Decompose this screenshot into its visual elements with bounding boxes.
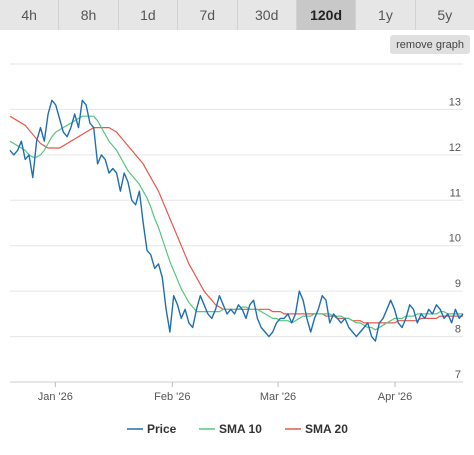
y-tick-label: 7 — [455, 369, 461, 381]
tab-5y[interactable]: 5y — [437, 7, 453, 23]
x-tick-label: Feb '26 — [154, 391, 190, 403]
legend-label: Price — [147, 422, 177, 436]
tab-8h[interactable]: 8h — [59, 0, 119, 30]
tab-1d[interactable]: 1d — [119, 0, 179, 30]
y-tick-label: 8 — [455, 324, 461, 336]
legend-label: SMA 10 — [219, 422, 262, 436]
tab-7d[interactable]: 7d — [178, 0, 238, 30]
series-line-sma-10 — [9, 115, 463, 331]
y-tick-label: 10 — [449, 233, 461, 245]
tab-1y[interactable]: 1y — [356, 0, 416, 30]
remove-graph-button[interactable]: remove graph — [390, 35, 470, 54]
tab-30d[interactable]: 30d — [238, 0, 297, 30]
series-line-sma-20 — [9, 115, 463, 324]
y-tick-label: 13 — [449, 96, 461, 108]
time-range-tabs: 4h 8h 1d 7d 30d 120d 1y 5y — [0, 0, 474, 30]
tab-120d[interactable]: 120d — [296, 0, 357, 30]
series-line-price — [9, 99, 464, 342]
y-tick-label: 11 — [450, 187, 461, 199]
y-tick-label: 9 — [455, 278, 461, 290]
y-tick-label: 12 — [449, 142, 461, 154]
tab-4h[interactable]: 4h — [0, 0, 60, 30]
legend-label: SMA 20 — [305, 422, 348, 436]
x-tick-label: Jan '26 — [38, 391, 73, 403]
x-tick-label: Apr '26 — [378, 391, 413, 403]
x-tick-label: Mar '26 — [260, 391, 296, 403]
